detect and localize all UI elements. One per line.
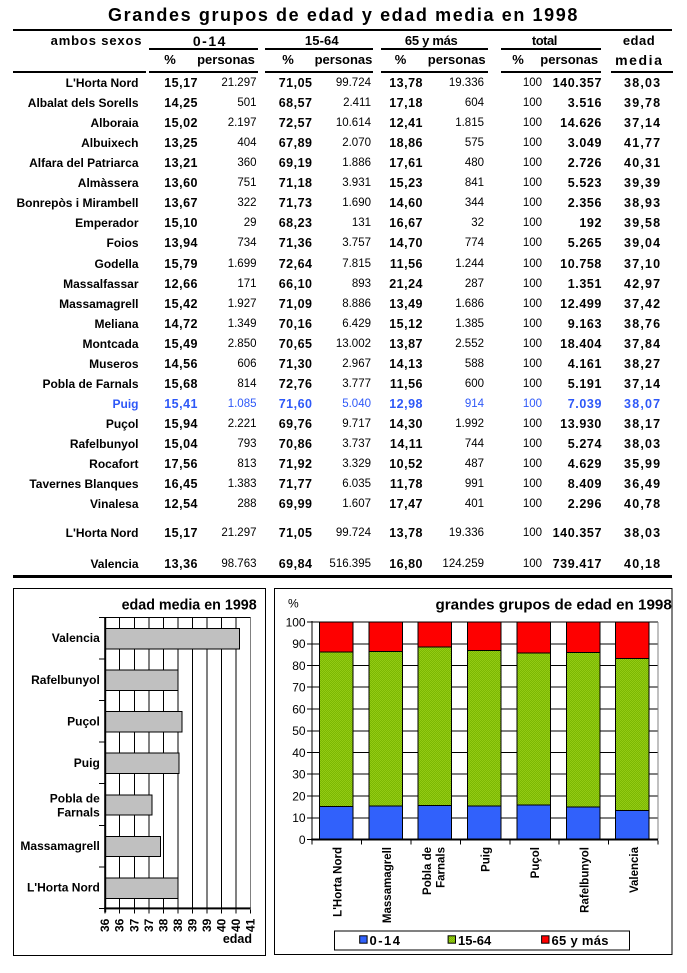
svg-text:%: % [288, 597, 299, 611]
svg-text:70: 70 [292, 681, 306, 695]
svg-text:30: 30 [292, 768, 306, 782]
svg-text:40: 40 [215, 918, 229, 932]
svg-text:100: 100 [285, 615, 305, 629]
svg-text:0: 0 [298, 833, 305, 847]
svg-text:20: 20 [292, 789, 306, 803]
svg-text:50: 50 [292, 724, 306, 738]
svg-text:37: 37 [142, 918, 156, 932]
svg-text:Puçol: Puçol [67, 714, 100, 728]
svg-text:Valencia: Valencia [628, 846, 640, 893]
svg-text:L'Horta Nord: L'Horta Nord [332, 847, 344, 917]
svg-text:L'Horta Nord: L'Horta Nord [27, 881, 100, 895]
svg-text:39: 39 [185, 918, 199, 932]
svg-text:38: 38 [171, 918, 185, 932]
svg-text:60: 60 [292, 702, 306, 716]
svg-text:Massamagrell: Massamagrell [20, 839, 99, 853]
svg-text:40: 40 [229, 918, 243, 932]
svg-text:80: 80 [292, 659, 306, 673]
svg-text:10: 10 [292, 811, 306, 825]
svg-text:Rafelbunyol: Rafelbunyol [579, 847, 591, 913]
svg-text:36: 36 [98, 918, 112, 932]
svg-text:90: 90 [292, 637, 306, 651]
svg-text:Massamagrell: Massamagrell [381, 847, 393, 923]
svg-text:65 y más: 65 y más [551, 933, 608, 948]
svg-text:Pobla de: Pobla de [422, 847, 434, 895]
svg-text:37: 37 [127, 918, 141, 932]
svg-text:15-64: 15-64 [458, 933, 492, 948]
svg-text:Farnals: Farnals [435, 847, 447, 888]
svg-text:0-14: 0-14 [369, 933, 401, 948]
svg-text:36: 36 [113, 918, 127, 932]
svg-text:Pobla de: Pobla de [50, 792, 100, 806]
svg-text:39: 39 [200, 918, 214, 932]
svg-text:edad media en 1998: edad media en 1998 [122, 597, 257, 613]
svg-text:41: 41 [244, 918, 258, 932]
svg-text:Farnals: Farnals [57, 806, 100, 820]
svg-text:grandes grupos de edad en 1998: grandes grupos de edad en 1998 [435, 596, 671, 613]
svg-text:40: 40 [292, 746, 306, 760]
svg-text:Puig: Puig [480, 847, 492, 872]
svg-text:edad: edad [223, 932, 252, 946]
svg-text:Valencia: Valencia [52, 631, 100, 645]
svg-text:Puig: Puig [74, 756, 100, 770]
svg-text:Puçol: Puçol [530, 847, 542, 878]
svg-text:38: 38 [156, 918, 170, 932]
svg-text:Rafelbunyol: Rafelbunyol [31, 673, 100, 687]
